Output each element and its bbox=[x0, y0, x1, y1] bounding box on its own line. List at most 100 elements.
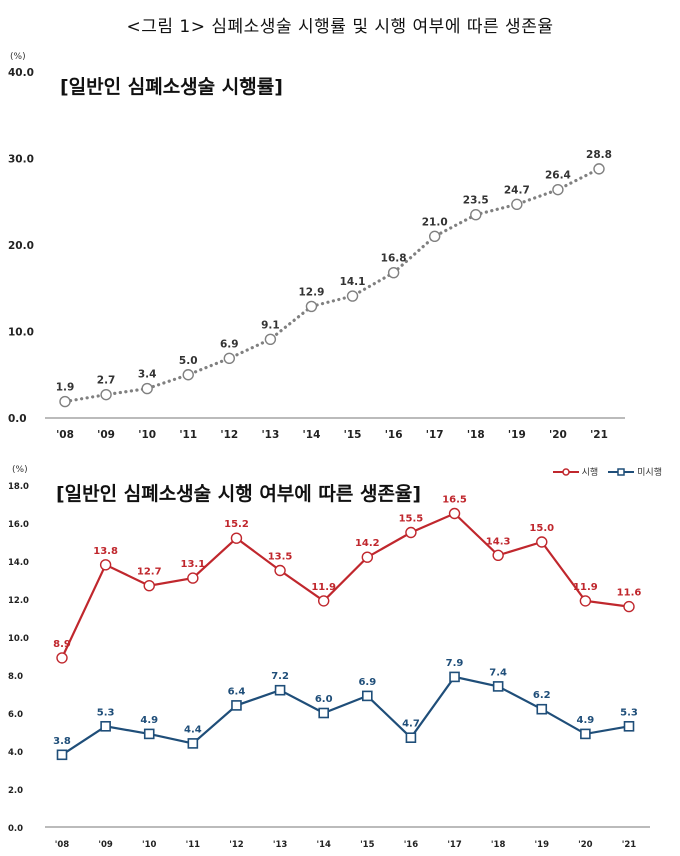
data-point-marker bbox=[141, 382, 153, 395]
x-tick-label: '12 bbox=[229, 840, 244, 850]
data-point-marker bbox=[511, 198, 523, 211]
data-point-marker bbox=[182, 369, 194, 381]
y-tick-label: 2.0 bbox=[8, 786, 23, 796]
data-point-marker bbox=[593, 163, 605, 175]
legend-blue-line-marker bbox=[608, 467, 635, 476]
data-label: 11.9 bbox=[573, 582, 598, 593]
y-tick-label: 30.0 bbox=[8, 154, 34, 166]
y-unit-label: (%) bbox=[10, 52, 26, 62]
x-tick-label: '13 bbox=[273, 840, 288, 850]
y-tick-label: 10.0 bbox=[8, 327, 34, 339]
x-tick-label: '16 bbox=[404, 840, 419, 850]
x-tick-label: '08 bbox=[56, 429, 74, 441]
data-point-marker bbox=[552, 183, 564, 196]
legend-item-not-performed: 미시행 bbox=[608, 465, 662, 478]
data-point-marker bbox=[405, 732, 417, 744]
data-label: 14.3 bbox=[486, 536, 511, 547]
data-point-marker bbox=[187, 572, 199, 584]
data-label: 28.8 bbox=[586, 149, 612, 161]
y-tick-label: 0.0 bbox=[8, 824, 23, 834]
y-tick-label: 20.0 bbox=[8, 240, 34, 252]
survival-rate-chart-panel: 0.0 2.0 4.0 6.0 8.0 10.0 12.0 14.0 16.0 18.0 '08 '0… bbox=[0, 455, 680, 856]
figure-title: <그림 1> 심폐소생술 시행률 및 시행 여부에 따른 생존율 bbox=[126, 17, 554, 37]
data-point-marker bbox=[100, 720, 111, 732]
chart-legend: 시행 미시행 bbox=[552, 465, 662, 478]
series-line bbox=[61, 675, 630, 756]
data-label: 26.4 bbox=[545, 170, 571, 182]
data-point-marker bbox=[143, 579, 155, 592]
x-tick-label: '18 bbox=[467, 429, 485, 441]
y-tick-label: 12.0 bbox=[8, 596, 29, 606]
legend-label: 시행 bbox=[581, 468, 599, 478]
x-tick-label: '21 bbox=[622, 840, 637, 850]
data-label: 14.2 bbox=[355, 538, 380, 549]
x-tick-label: '17 bbox=[426, 429, 444, 441]
data-point-marker bbox=[362, 690, 373, 702]
x-tick-label: '13 bbox=[261, 429, 279, 441]
y-tick-label: 4.0 bbox=[8, 748, 23, 758]
data-point-marker bbox=[274, 564, 286, 577]
x-tick-label: '11 bbox=[186, 840, 201, 850]
legend-item-performed: 시행 bbox=[552, 465, 599, 478]
data-point-marker bbox=[318, 707, 329, 719]
data-label: 11.6 bbox=[617, 588, 642, 599]
data-point-marker bbox=[305, 300, 318, 313]
data-point-marker bbox=[231, 700, 242, 711]
data-label: 21.0 bbox=[422, 216, 448, 228]
data-point-marker bbox=[317, 595, 330, 607]
data-point-marker bbox=[448, 507, 461, 520]
x-tick-label: '17 bbox=[447, 840, 462, 850]
data-label: 15.0 bbox=[529, 523, 554, 534]
data-point-marker bbox=[623, 600, 635, 613]
data-point-marker bbox=[223, 352, 236, 365]
series-line bbox=[63, 167, 601, 404]
data-point-marker bbox=[346, 290, 359, 302]
data-point-marker bbox=[230, 532, 243, 544]
data-point-marker bbox=[492, 681, 504, 692]
data-label: 16.5 bbox=[442, 495, 467, 506]
data-point-marker bbox=[449, 671, 460, 683]
x-tick-label: '10 bbox=[142, 840, 157, 850]
data-label: 5.3 bbox=[97, 707, 115, 718]
data-label: 5.0 bbox=[179, 355, 198, 367]
data-point-marker bbox=[470, 209, 482, 221]
x-tick-label: '14 bbox=[316, 840, 331, 850]
survival-rate-chart: 0.0 2.0 4.0 6.0 8.0 10.0 12.0 14.0 16.0 18.0 '08 '0… bbox=[8, 482, 650, 850]
data-point-marker bbox=[536, 536, 548, 548]
y-tick-label: 8.0 bbox=[8, 672, 23, 682]
data-label: 11.9 bbox=[311, 582, 336, 593]
data-point-marker bbox=[264, 333, 277, 345]
data-point-marker bbox=[56, 652, 68, 664]
data-label: 6.2 bbox=[533, 690, 551, 701]
y-unit-label: (%) bbox=[12, 465, 28, 475]
data-point-marker bbox=[428, 230, 441, 243]
data-label: 15.2 bbox=[224, 519, 249, 530]
data-label: 4.7 bbox=[402, 719, 420, 730]
data-point-marker bbox=[492, 549, 504, 562]
series-line bbox=[61, 512, 630, 659]
legend-label: 미시행 bbox=[637, 468, 662, 478]
y-tick-label: 0.0 bbox=[8, 413, 27, 425]
data-label: 12.9 bbox=[299, 286, 325, 298]
data-label: 7.2 bbox=[271, 671, 289, 682]
y-tick-label: 18.0 bbox=[8, 482, 29, 492]
x-tick-label: '15 bbox=[344, 429, 362, 441]
data-label: 13.8 bbox=[93, 546, 118, 557]
data-point-marker bbox=[579, 595, 592, 607]
data-label: 4.9 bbox=[140, 715, 158, 726]
data-label: 9.1 bbox=[261, 319, 280, 331]
data-point-marker bbox=[187, 738, 199, 749]
data-label: 23.5 bbox=[463, 195, 489, 207]
data-label: 14.1 bbox=[340, 276, 366, 288]
data-label: 4.4 bbox=[184, 724, 202, 735]
data-point-marker bbox=[143, 728, 155, 740]
data-point-marker bbox=[405, 526, 417, 539]
data-label: 13.5 bbox=[268, 552, 293, 563]
x-tick-label: '19 bbox=[535, 840, 550, 850]
x-tick-label: '10 bbox=[138, 429, 156, 441]
data-point-marker bbox=[623, 720, 635, 732]
data-label: 4.9 bbox=[577, 715, 595, 726]
data-label: 7.9 bbox=[446, 658, 464, 669]
data-label: 8.9 bbox=[53, 639, 71, 650]
data-label: 5.3 bbox=[620, 707, 638, 718]
